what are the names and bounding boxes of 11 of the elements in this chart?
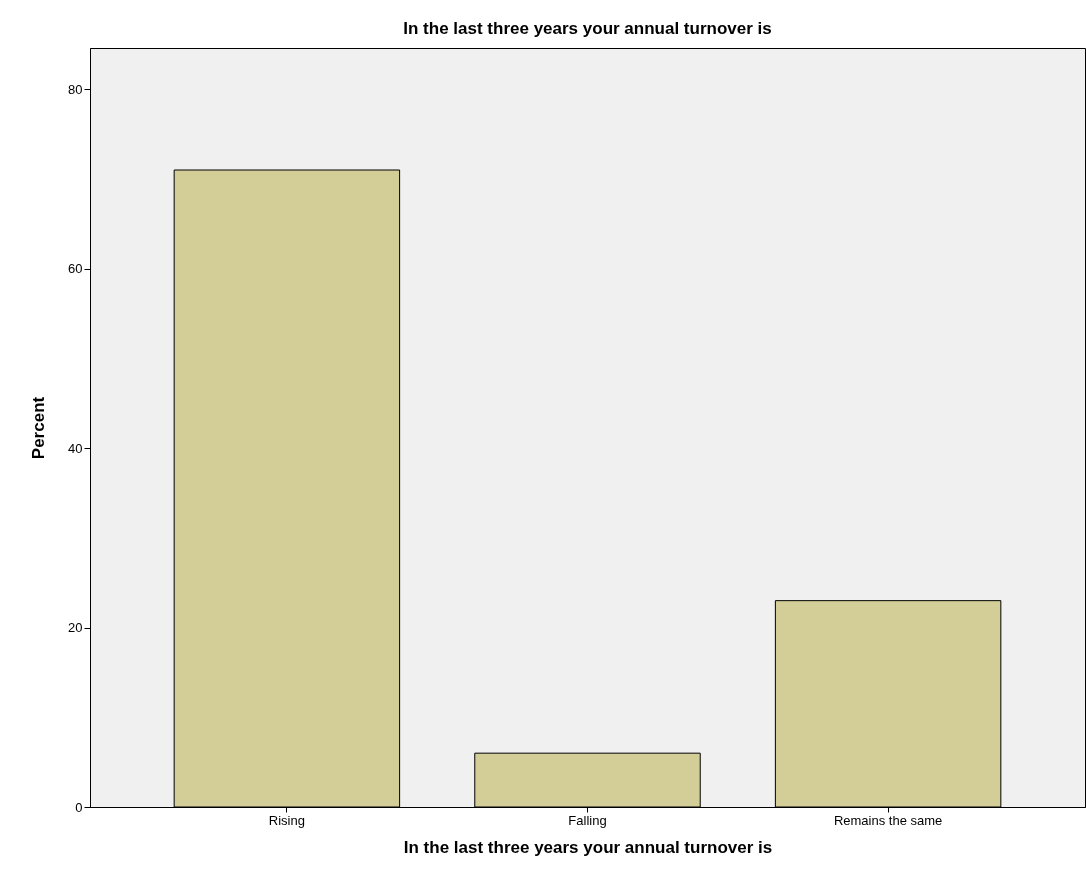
chart-title: In the last three years your annual turnover is [403,19,772,38]
y-axis-title: Percent [29,396,49,460]
y-tick-label: 60 [68,261,83,277]
x-tick-label: Rising [268,812,305,828]
y-tick-label: 20 [68,620,83,636]
y-tick-label: 0 [75,799,83,815]
y-tick-label: 80 [68,81,83,97]
y-tick-label: 40 [68,440,83,456]
x-tick-label: Falling [568,812,607,828]
x-axis-title: In the last three years your annual turnover is [403,837,773,857]
x-tick-label: Remains the same [833,812,943,828]
